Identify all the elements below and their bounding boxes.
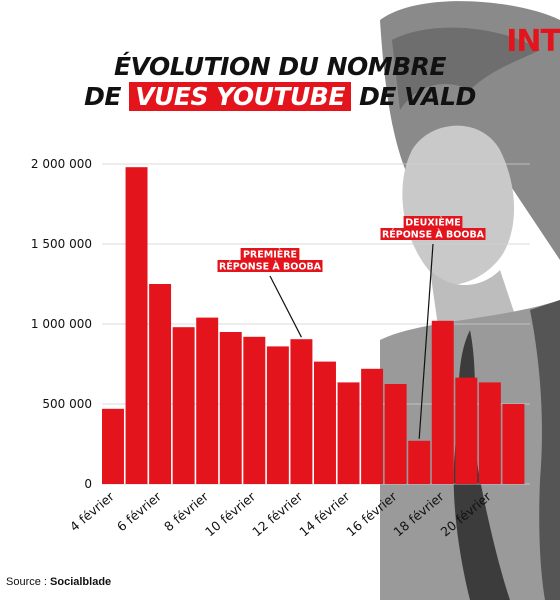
- bar: [172, 327, 195, 484]
- x-tick-label: 10 février: [202, 488, 259, 539]
- y-tick-label: 2 000 000: [31, 157, 92, 171]
- annotation-leader: [269, 275, 302, 338]
- bar: [502, 404, 525, 484]
- x-tick-label: 16 février: [343, 488, 400, 539]
- bar: [337, 382, 360, 484]
- annotation-box: [403, 216, 463, 228]
- x-tick-label: 20 février: [438, 488, 495, 539]
- bar: [196, 317, 219, 484]
- bar: [243, 336, 266, 484]
- brand-logo: INT: [506, 24, 560, 59]
- y-tick-label: 1 000 000: [31, 317, 92, 331]
- bar: [478, 382, 501, 484]
- title-line-1: ÉVOLUTION DU NOMBRE: [113, 52, 447, 81]
- annotation-label: PREMIÈRE: [243, 249, 297, 261]
- bar: [125, 167, 148, 484]
- x-tick-label: 6 février: [114, 488, 165, 534]
- bar: [314, 361, 336, 484]
- source-note: Source : Socialblade: [6, 576, 111, 588]
- bar: [219, 332, 242, 484]
- x-tick-label: 18 février: [390, 488, 447, 539]
- chart-title: ÉVOLUTION DU NOMBRE DE VUES YOUTUBE DE V…: [0, 52, 560, 112]
- title-pre: DE: [84, 82, 121, 111]
- x-tick-label: 12 février: [249, 488, 306, 539]
- annotation-leader: [418, 243, 434, 439]
- bar: [455, 377, 478, 484]
- title-post: DE VALD: [359, 82, 476, 111]
- bar: [384, 384, 407, 484]
- bar: [431, 320, 454, 484]
- source-label: Source :: [6, 576, 47, 588]
- annotation-label: RÉPONSE À BOOBA: [219, 261, 322, 273]
- bar: [290, 339, 313, 484]
- bar: [102, 408, 124, 484]
- annotation-box: [380, 228, 486, 240]
- annotation-label: DEUXIÈME: [405, 217, 460, 229]
- y-tick-label: 0: [84, 477, 92, 491]
- x-tick-label: 14 février: [296, 488, 353, 539]
- bar: [266, 346, 289, 484]
- bar: [361, 368, 384, 484]
- annotation-box: [217, 260, 323, 272]
- x-tick-label: 4 février: [67, 488, 118, 534]
- annotation-label: RÉPONSE À BOOBA: [382, 229, 485, 241]
- bar: [149, 284, 172, 484]
- title-line-2: DE VUES YOUTUBE DE VALD: [0, 82, 560, 112]
- y-tick-label: 1 500 000: [31, 237, 92, 251]
- source-name: Socialblade: [50, 576, 112, 588]
- y-tick-label: 500 000: [42, 397, 92, 411]
- bar: [408, 440, 431, 484]
- title-highlight: VUES YOUTUBE: [129, 82, 351, 111]
- annotation-box: [240, 248, 300, 260]
